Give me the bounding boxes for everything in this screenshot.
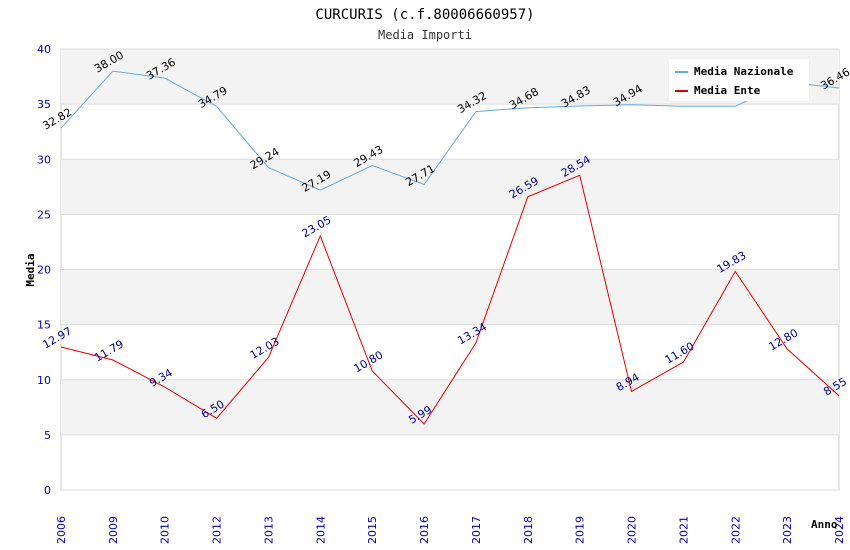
y-axis-label: Media [24, 253, 37, 286]
x-tick-label: 2018 [522, 516, 535, 544]
legend-box [669, 59, 809, 101]
y-tick-label: 40 [37, 43, 51, 56]
y-tick-label: 0 [44, 484, 51, 497]
chart-title: CURCURIS (c.f.80006660957) [315, 7, 534, 23]
grid-lines [61, 48, 839, 491]
y-tick-label: 10 [37, 374, 51, 387]
x-tick-label: 2024 [833, 516, 846, 544]
legend-label-media-nazionale: Media Nazionale [694, 65, 794, 78]
y-tick-label: 35 [37, 98, 51, 111]
x-axis-ticks: 2006 2009 2010 2012 2013 2014 2015 2016 2017 2018… [55, 516, 846, 544]
series-line-media-ente [60, 174, 840, 425]
y-tick-label: 30 [37, 153, 51, 166]
x-axis-label: Anno [811, 518, 838, 531]
legend-label-media-ente: Media Ente [694, 84, 761, 97]
x-tick-label: 2023 [781, 516, 794, 544]
x-tick-label: 2006 [55, 516, 68, 544]
x-tick-label: 2010 [159, 516, 172, 544]
grid-band [61, 159, 839, 215]
series-group [60, 70, 840, 425]
grid-band [61, 379, 839, 435]
x-tick-label: 2017 [470, 516, 483, 544]
y-tick-label: 25 [37, 208, 51, 221]
y-tick-label: 15 [37, 319, 51, 332]
grid-band [61, 269, 839, 325]
x-tick-label: 2020 [626, 516, 639, 544]
series-line-media-nazionale [60, 70, 840, 191]
y-tick-label: 20 [37, 264, 51, 277]
y-axis-ticks: 0 5 10 15 20 25 30 35 40 [37, 43, 51, 497]
x-tick-label: 2013 [262, 516, 275, 544]
x-tick-label: 2014 [314, 516, 327, 544]
legend: Media Nazionale Media Ente [669, 59, 809, 101]
x-tick-label: 2019 [574, 516, 587, 544]
x-tick-label: 2009 [107, 516, 120, 544]
y-tick-label: 5 [44, 429, 51, 442]
x-tick-label: 2012 [211, 516, 224, 544]
chart-subtitle: Media Importi [378, 28, 472, 42]
x-tick-label: 2021 [677, 516, 690, 544]
x-tick-label: 2015 [366, 516, 379, 544]
x-tick-label: 2022 [729, 516, 742, 544]
x-tick-label: 2016 [418, 516, 431, 544]
